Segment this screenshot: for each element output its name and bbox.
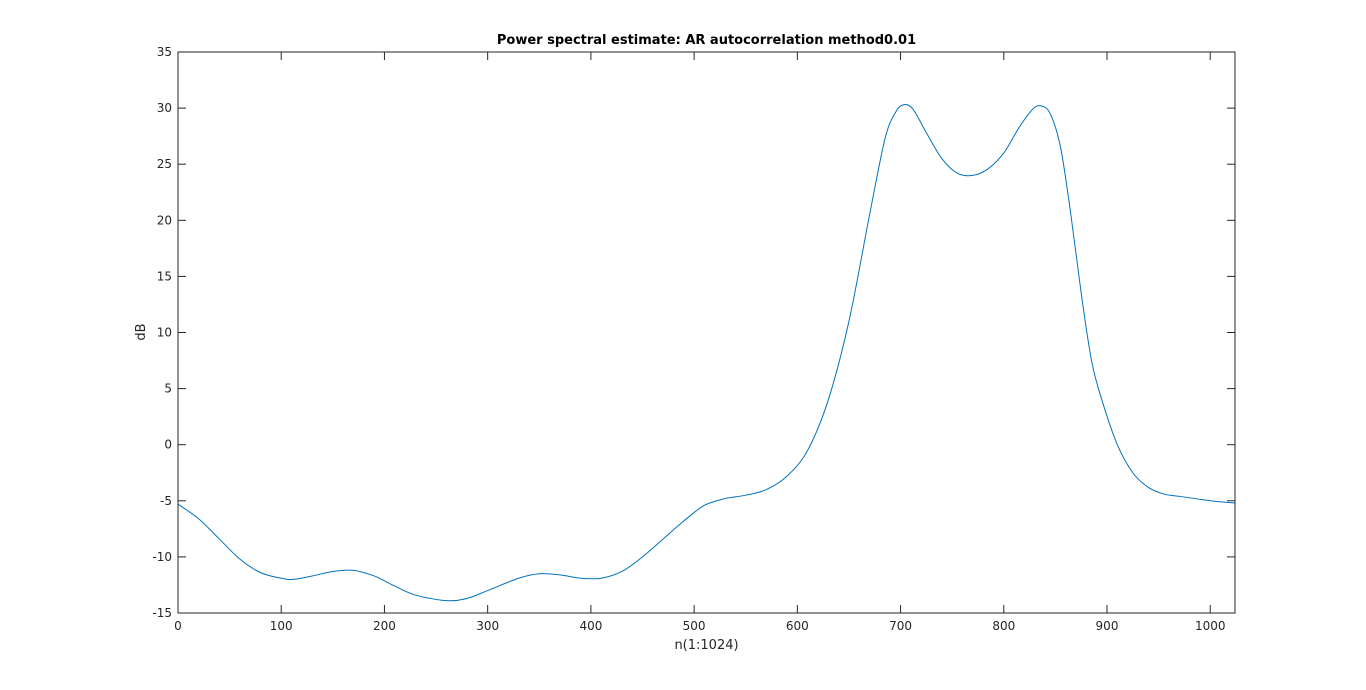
x-tick-label: 300 [476,619,499,633]
x-tick-label: 600 [786,619,809,633]
x-tick-label: 400 [579,619,602,633]
axes-box [177,51,1236,614]
y-tick-labels: -15 -10 -5 0 5 10 15 20 25 30 35 [152,45,172,620]
x-tick-label: 700 [889,619,912,633]
y-tick-label: 35 [157,45,172,59]
y-tick-label: -15 [152,606,172,620]
x-axis-label: n(1:1024) [674,638,738,653]
axes-background [178,52,1235,613]
x-tick-label: 500 [683,619,706,633]
x-tick-label: 0 [174,619,182,633]
chart-title: Power spectral estimate: AR autocorrelat… [497,33,916,48]
x-tick-labels: 0 100 200 300 400 500 600 700 800 900 1000 [174,619,1225,633]
y-tick-label: 15 [157,269,172,283]
x-tick-label: 900 [1096,619,1119,633]
x-tick-label: 100 [270,619,293,633]
y-tick-label: 30 [157,101,172,115]
y-tick-label: 0 [164,438,172,452]
series-line [177,104,1236,602]
x-tick-label: 800 [992,619,1015,633]
y-tick-label: 5 [164,382,172,396]
x-tick-label: 1000 [1195,619,1226,633]
x-tick-label: 200 [373,619,396,633]
y-tick-label: 25 [157,157,172,171]
y-tick-label: 20 [157,213,172,227]
y-tick-label: -10 [152,550,172,564]
y-tick-label: 10 [157,326,172,340]
y-axis-label: dB [134,323,149,340]
y-tick-label: -5 [160,494,172,508]
